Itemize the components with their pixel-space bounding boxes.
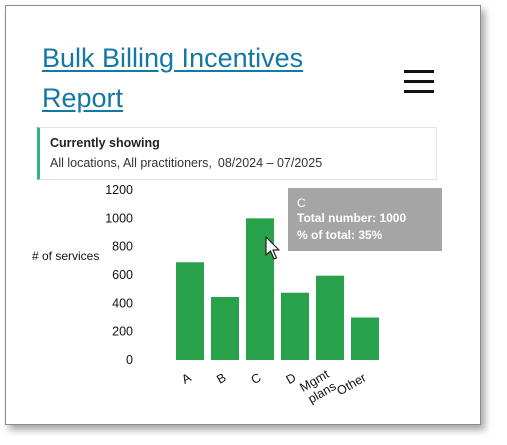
y-axis-label: # of services bbox=[32, 249, 100, 263]
bar-d[interactable] bbox=[281, 292, 309, 360]
report-panel: Bulk Billing Incentives Report Currently… bbox=[5, 5, 481, 425]
y-tick-label: 600 bbox=[112, 268, 133, 282]
filter-values: All locations, All practitioners, 08/2024… bbox=[50, 156, 322, 170]
mouse-pointer-icon bbox=[265, 236, 280, 260]
tooltip-percent-total: % of total: 35% bbox=[297, 228, 383, 242]
y-tick-label: 0 bbox=[126, 353, 133, 367]
filter-heading: Currently showing bbox=[50, 136, 160, 150]
bar-mgmt-plans[interactable] bbox=[316, 275, 344, 360]
y-tick-label: 800 bbox=[112, 240, 133, 254]
bar-other[interactable] bbox=[351, 317, 379, 361]
x-tick-label: C bbox=[249, 370, 264, 387]
tooltip-category: C bbox=[297, 196, 306, 210]
chart-tooltip: C Total number: 1000 % of total: 35% bbox=[288, 188, 442, 251]
tooltip-total-number: Total number: 1000 bbox=[297, 211, 407, 225]
x-tick-label: B bbox=[214, 370, 228, 386]
y-tick-label: 400 bbox=[112, 296, 133, 310]
filter-selection: All locations, All practitioners, bbox=[50, 156, 212, 170]
report-title-link[interactable]: Bulk Billing Incentives Report bbox=[42, 43, 304, 113]
y-tick-label: 1200 bbox=[105, 183, 133, 197]
bar-a[interactable] bbox=[176, 262, 204, 360]
x-tick-label: Other bbox=[334, 370, 368, 398]
x-tick-label: D bbox=[284, 370, 299, 387]
y-tick-label: 1000 bbox=[105, 211, 133, 225]
filter-date-range: 08/2024 – 07/2025 bbox=[217, 156, 323, 170]
y-tick-label: 200 bbox=[112, 325, 133, 339]
hamburger-menu-icon[interactable] bbox=[404, 70, 434, 94]
bar-b[interactable] bbox=[211, 296, 239, 360]
x-tick-label: A bbox=[179, 370, 194, 387]
x-tick-label: Mgmtplans bbox=[297, 367, 339, 407]
current-filter-box: Currently showing All locations, All pra… bbox=[37, 127, 437, 180]
